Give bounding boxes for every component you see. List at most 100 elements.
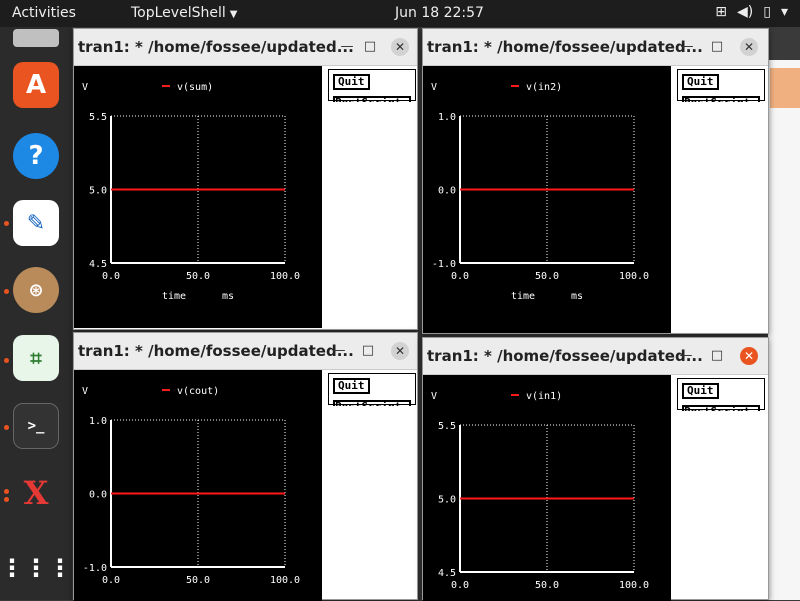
schematic-icon[interactable]: ⌗	[13, 335, 59, 381]
x-tick-label: 100.0	[270, 575, 300, 586]
network-icon[interactable]: ⊞	[715, 4, 728, 20]
window-titlebar[interactable]: tran1: * /home/fossee/updated... — □ ✕	[423, 29, 768, 66]
x-tick-label: 50.0	[186, 575, 210, 586]
side-panel: Quit PostScript	[328, 373, 416, 406]
running-indicator	[4, 289, 9, 294]
files-icon[interactable]	[13, 29, 59, 47]
x-tick-label: 100.0	[270, 271, 300, 282]
app-menu-label: TopLevelShell	[131, 5, 226, 21]
maximize-button[interactable]: □	[361, 343, 375, 358]
terminal-icon[interactable]: >_	[13, 403, 59, 449]
x-tick-label: 0.0	[102, 575, 120, 586]
y-tick-label: 1.0	[438, 112, 456, 123]
y-tick-label: 4.5	[438, 568, 456, 579]
x-axis-unit: ms	[222, 291, 234, 302]
running-indicator	[4, 489, 9, 494]
app-menu[interactable]: TopLevelShell ▼	[131, 5, 237, 21]
minimize-button[interactable]: —	[340, 39, 354, 54]
y-tick-label: -1.0	[83, 563, 107, 574]
y-tick-label: 5.0	[89, 186, 107, 197]
window-titlebar[interactable]: tran1: * /home/fossee/updated... — □ ✕	[74, 333, 417, 370]
xschem-icon[interactable]: X	[23, 474, 49, 512]
y-tick-label: -1.0	[432, 259, 456, 270]
close-button[interactable]: ✕	[740, 347, 758, 365]
maximize-button[interactable]: □	[710, 348, 724, 363]
postscript-button[interactable]: PostScript	[333, 96, 411, 102]
x-tick-label: 0.0	[451, 271, 469, 282]
power-menu-icon[interactable]: ▾	[780, 4, 788, 20]
quit-button[interactable]: Quit	[682, 74, 719, 90]
window-title: tran1: * /home/fossee/updated...	[427, 347, 703, 365]
quit-button[interactable]: Quit	[333, 378, 370, 394]
running-indicator	[4, 425, 9, 430]
y-tick-label: 4.5	[89, 259, 107, 270]
background-logo	[770, 68, 800, 108]
running-indicator	[4, 497, 9, 502]
volume-icon[interactable]: ◀)	[737, 4, 754, 20]
x-axis-unit: ms	[571, 291, 583, 302]
y-unit-label: V	[431, 82, 437, 93]
window-titlebar[interactable]: tran1: * /home/fossee/updated... — □ ✕	[74, 29, 417, 66]
x-tick-label: 50.0	[535, 580, 559, 591]
show-applications-icon[interactable]: ⋮⋮⋮	[0, 554, 72, 582]
software-store-icon[interactable]: A	[13, 62, 59, 108]
x-tick-label: 0.0	[451, 580, 469, 591]
y-unit-label: V	[82, 82, 88, 93]
close-button[interactable]: ✕	[391, 38, 409, 56]
x-tick-label: 100.0	[619, 580, 649, 591]
x-axis-label: time	[511, 291, 535, 302]
y-unit-label: V	[82, 386, 88, 397]
plot-window-cout[interactable]: tran1: * /home/fossee/updated... — □ ✕ V…	[73, 332, 418, 601]
running-indicator	[4, 221, 9, 226]
postscript-button[interactable]: PostScript	[682, 96, 760, 102]
activities-button[interactable]: Activities	[12, 5, 76, 21]
y-tick-label: 1.0	[89, 416, 107, 427]
quit-button[interactable]: Quit	[333, 74, 370, 90]
minimize-button[interactable]: —	[679, 348, 693, 363]
plot-window-in2[interactable]: tran1: * /home/fossee/updated... — □ ✕ V…	[422, 28, 769, 334]
window-title: tran1: * /home/fossee/updated...	[78, 342, 354, 360]
plot-window-in1[interactable]: tran1: * /home/fossee/updated... — □ ✕ V…	[422, 337, 769, 601]
kicad-icon[interactable]: ⊛	[13, 267, 59, 313]
top-bar: Activities TopLevelShell ▼ Jun 18 22:57 ⊞…	[0, 0, 800, 27]
legend-label: v(in2)	[526, 82, 562, 93]
x-tick-label: 100.0	[619, 271, 649, 282]
minimize-button[interactable]: —	[332, 343, 346, 358]
y-tick-label: 0.0	[89, 490, 107, 501]
plot-window-sum[interactable]: tran1: * /home/fossee/updated... — □ ✕ V…	[73, 28, 418, 330]
postscript-button[interactable]: PostScript	[333, 400, 411, 406]
postscript-button[interactable]: PostScript	[682, 405, 760, 411]
help-icon[interactable]: ?	[13, 133, 59, 179]
window-titlebar[interactable]: tran1: * /home/fossee/updated... — □ ✕	[423, 338, 768, 375]
chevron-down-icon: ▼	[229, 9, 238, 20]
y-unit-label: V	[431, 391, 437, 402]
legend-label: v(sum)	[177, 82, 213, 93]
system-tray[interactable]: ⊞ ◀) ▯ ▾	[715, 4, 788, 20]
battery-icon[interactable]: ▯	[763, 4, 771, 20]
minimize-button[interactable]: —	[680, 39, 694, 54]
y-tick-label: 5.5	[438, 421, 456, 432]
running-indicator	[4, 358, 9, 363]
maximize-button[interactable]: □	[710, 39, 724, 54]
quit-button[interactable]: Quit	[682, 383, 719, 399]
clock[interactable]: Jun 18 22:57	[395, 5, 484, 21]
text-editor-icon[interactable]: ✎	[13, 200, 59, 246]
x-tick-label: 50.0	[535, 271, 559, 282]
side-panel: Quit PostScript	[328, 69, 416, 102]
window-title: tran1: * /home/fossee/updated...	[78, 38, 354, 56]
y-tick-label: 5.5	[89, 112, 107, 123]
maximize-button[interactable]: □	[363, 39, 377, 54]
legend-label: v(in1)	[526, 391, 562, 402]
close-button[interactable]: ✕	[391, 342, 409, 360]
side-panel: Quit PostScript	[677, 69, 765, 102]
window-title: tran1: * /home/fossee/updated...	[427, 38, 703, 56]
close-button[interactable]: ✕	[740, 38, 758, 56]
